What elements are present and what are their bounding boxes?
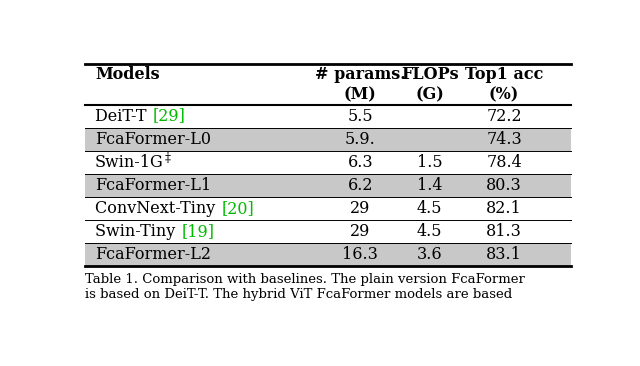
Text: 1.5: 1.5 — [417, 154, 442, 171]
Text: 81.3: 81.3 — [486, 223, 522, 240]
Text: 29: 29 — [350, 223, 371, 240]
Text: [19]: [19] — [181, 223, 214, 240]
Text: 4.5: 4.5 — [417, 200, 442, 217]
Text: 1.4: 1.4 — [417, 177, 442, 194]
Text: [29]: [29] — [152, 108, 186, 124]
Bar — [85, 128, 571, 151]
Text: 5.5: 5.5 — [348, 108, 373, 124]
Text: ConvNext-Tiny: ConvNext-Tiny — [95, 200, 220, 217]
Text: 6.3: 6.3 — [348, 154, 373, 171]
Text: 6.2: 6.2 — [348, 177, 373, 194]
Text: DeiT-T: DeiT-T — [95, 108, 152, 124]
Text: 80.3: 80.3 — [486, 177, 522, 194]
Text: Top1 acc
(%): Top1 acc (%) — [465, 67, 543, 103]
Text: Swin-Tiny: Swin-Tiny — [95, 223, 180, 240]
Text: FcaFormer-L0: FcaFormer-L0 — [95, 131, 211, 147]
Bar — [85, 243, 571, 266]
Text: Table 1. Comparison with baselines. The plain version FcaFormer
is based on DeiT: Table 1. Comparison with baselines. The … — [85, 273, 525, 301]
Text: 29: 29 — [350, 200, 371, 217]
Text: ‡: ‡ — [164, 152, 171, 165]
Text: 83.1: 83.1 — [486, 246, 522, 263]
Text: FcaFormer-L2: FcaFormer-L2 — [95, 246, 211, 263]
Text: 78.4: 78.4 — [486, 154, 522, 171]
Text: 16.3: 16.3 — [342, 246, 378, 263]
Text: 72.2: 72.2 — [486, 108, 522, 124]
Text: FLOPs
(G): FLOPs (G) — [401, 67, 458, 103]
Text: 4.5: 4.5 — [417, 223, 442, 240]
Text: Models: Models — [95, 67, 159, 83]
Text: [20]: [20] — [221, 200, 254, 217]
Text: FcaFormer-L1: FcaFormer-L1 — [95, 177, 211, 194]
Text: 3.6: 3.6 — [417, 246, 442, 263]
Text: 82.1: 82.1 — [486, 200, 522, 217]
Text: # params.
(M): # params. (M) — [315, 67, 406, 103]
Text: Swin-1G: Swin-1G — [95, 154, 164, 171]
Text: 5.9.: 5.9. — [345, 131, 376, 147]
Bar — [85, 174, 571, 197]
Text: 74.3: 74.3 — [486, 131, 522, 147]
